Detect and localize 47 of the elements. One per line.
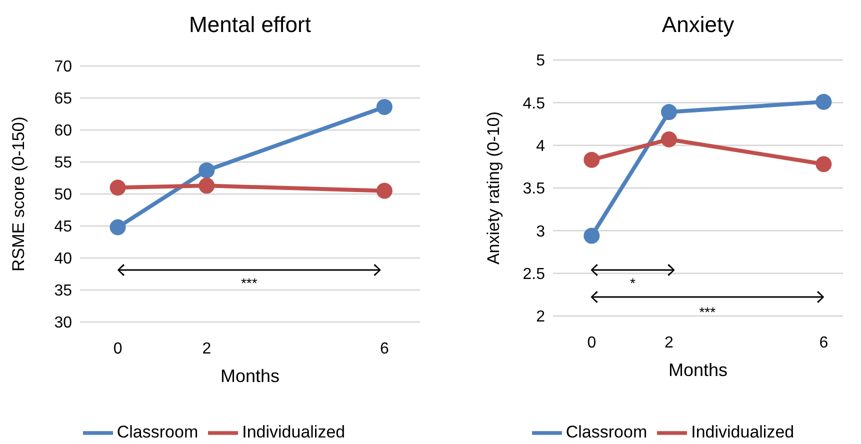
x-tick-label: 6 [819, 334, 828, 352]
x-tick-label: 2 [202, 340, 212, 358]
y-axis-title: RSME score (0-150) [9, 116, 28, 272]
point [376, 182, 392, 199]
legend-label: Individualized [242, 422, 346, 442]
y-tick-label: 35 [54, 282, 72, 300]
point [661, 131, 677, 148]
point [816, 94, 832, 110]
point [110, 180, 126, 196]
y-tick-label: 3.5 [522, 180, 546, 198]
chart-title: Mental effort [188, 12, 312, 38]
x-tick-label: 2 [664, 334, 674, 352]
y-tick-label: 50 [54, 186, 72, 204]
point [376, 98, 392, 115]
chart-title: Anxiety [660, 12, 736, 38]
point [110, 219, 126, 236]
y-tick-label: 2.5 [522, 266, 546, 284]
x-axis-title: Months [220, 366, 280, 386]
point [198, 178, 215, 194]
y-tick-label: 65 [54, 90, 72, 108]
x-tick-label: 0 [587, 334, 596, 352]
x-axis-title: Months [668, 360, 728, 380]
y-tick-label: 3 [536, 223, 546, 240]
x-tick-label: 0 [113, 340, 122, 358]
y-tick-label: 5 [536, 52, 546, 70]
point [584, 228, 600, 244]
point [816, 156, 832, 172]
point [661, 104, 677, 120]
point [198, 162, 215, 178]
y-axis-title: Anxiety rating (0-10) [484, 111, 504, 265]
point [584, 152, 600, 168]
legend-label: Individualized [691, 422, 794, 442]
y-tick-label: 30 [54, 314, 72, 332]
y-tick-label: 40 [54, 250, 72, 268]
annotation: *** [240, 275, 258, 291]
y-tick-label: 4.5 [522, 95, 546, 112]
y-tick-label: 45 [54, 218, 72, 236]
y-tick-label: 4 [536, 138, 546, 156]
y-tick-label: 2 [536, 308, 546, 326]
annotation: * [630, 275, 636, 291]
legend-label: Classroom [566, 422, 648, 442]
x-tick-label: 6 [380, 340, 389, 358]
y-tick-label: 70 [54, 58, 72, 76]
y-tick-label: 55 [54, 154, 72, 172]
annotation: *** [699, 304, 716, 320]
legend-label: Classroom [116, 422, 198, 442]
y-tick-label: 60 [54, 122, 72, 140]
